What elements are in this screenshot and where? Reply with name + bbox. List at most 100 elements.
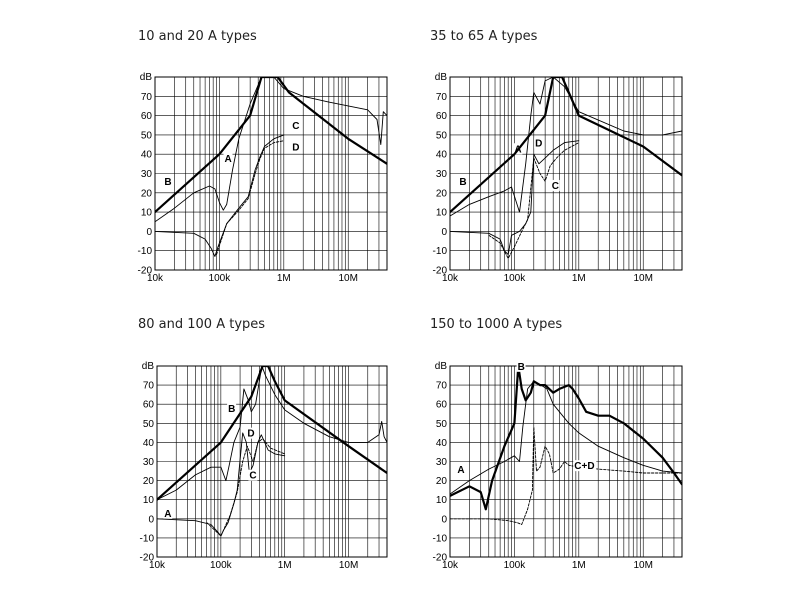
y-tick-label: 70 (141, 92, 153, 103)
y-tick-label: -20 (140, 553, 155, 564)
y-tick-label: -10 (138, 246, 153, 257)
y-tick-label: 0 (148, 514, 154, 525)
y-tick-label: 40 (436, 150, 448, 161)
y-axis-unit: dB (435, 72, 448, 83)
series-line-b (157, 366, 387, 501)
y-tick-label: 30 (436, 169, 448, 180)
y-tick-label: 20 (436, 188, 448, 199)
x-tick-label: 100k (504, 560, 527, 571)
series-line-b (450, 77, 682, 214)
y-tick-label: 60 (436, 400, 448, 411)
x-tick-label: 10M (338, 273, 357, 284)
series-label-bg (516, 360, 526, 372)
series-label: D (292, 142, 299, 153)
series-line-c (157, 432, 286, 537)
x-tick-label: 10k (147, 273, 164, 284)
x-tick-label: 10M (633, 560, 652, 571)
y-tick-label: 0 (441, 514, 447, 525)
chart-title: 80 and 100 A types (138, 317, 265, 332)
series-label: C (552, 181, 559, 192)
y-tick-label: -20 (433, 553, 448, 564)
y-tick-label: 60 (143, 400, 155, 411)
series-label-bg (246, 427, 256, 439)
series-label: B (164, 177, 171, 188)
series-line-d (206, 438, 286, 537)
y-tick-label: 10 (141, 208, 153, 219)
series-label-bg (456, 463, 466, 475)
series-line-b (450, 366, 682, 511)
y-tick-label: 0 (441, 227, 447, 238)
series-label: A (164, 509, 171, 520)
plot-frame (449, 365, 683, 558)
series-line-d (488, 142, 580, 259)
y-tick-label: 20 (436, 476, 448, 487)
series-line-c (155, 134, 285, 257)
y-tick-label: 30 (143, 457, 155, 468)
y-tick-label: -10 (433, 533, 448, 544)
series-label: C (292, 121, 299, 132)
series-line-a (450, 380, 682, 495)
series-label-bg (550, 179, 560, 191)
series-label-bg (163, 507, 173, 519)
x-tick-label: 1M (572, 560, 586, 571)
y-tick-label: 20 (141, 188, 153, 199)
chart-title: 35 to 65 A types (430, 29, 538, 44)
series-label-bg (227, 402, 237, 414)
x-tick-label: 10k (442, 560, 459, 571)
y-tick-label: -10 (140, 533, 155, 544)
x-tick-label: 1M (278, 560, 292, 571)
series-label: C (249, 471, 256, 482)
series-label-bg (223, 152, 233, 164)
y-tick-label: 10 (143, 495, 155, 506)
y-tick-label: 40 (141, 150, 153, 161)
y-axis-unit: dB (435, 361, 448, 372)
y-tick-label: 70 (143, 381, 155, 392)
x-tick-label: 10k (149, 560, 166, 571)
chart-panel-1: 10 and 20 A types dB 70 60 50 40 30 20 10 0 -10 -20… (138, 29, 388, 284)
x-tick-label: 10k (442, 273, 459, 284)
series-line-a (157, 366, 387, 501)
y-tick-label: 50 (141, 130, 153, 141)
series-label: B (459, 177, 466, 188)
series-line-a (155, 77, 387, 223)
series-label: C+D (574, 461, 594, 472)
series-label: A (225, 154, 232, 165)
y-tick-label: 20 (143, 476, 155, 487)
series-label: D (535, 138, 542, 149)
y-tick-label: 50 (143, 419, 155, 430)
y-tick-label: 30 (141, 169, 153, 180)
series-line-b (155, 77, 387, 214)
y-tick-label: 60 (141, 111, 153, 122)
y-tick-label: 10 (436, 495, 448, 506)
series-label-bg (573, 460, 597, 472)
series-label: B (228, 404, 235, 415)
y-tick-label: 40 (436, 438, 448, 449)
chart-panel-3: 80 and 100 A types dB 70 60 50 40 30 20 10 0 -10 -2… (138, 317, 388, 571)
series-label: D (247, 429, 254, 440)
y-tick-label: 50 (436, 419, 448, 430)
series-label-bg (248, 469, 258, 481)
x-tick-label: 10M (633, 273, 652, 284)
x-tick-label: 100k (209, 273, 232, 284)
y-tick-label: -20 (138, 266, 153, 277)
series-line-d (216, 140, 285, 256)
y-axis-unit: dB (140, 72, 153, 83)
chart-title: 150 to 1000 A types (430, 317, 562, 332)
plot-frame (449, 76, 683, 271)
x-tick-label: 100k (504, 273, 527, 284)
y-tick-label: 70 (436, 92, 448, 103)
y-tick-label: 0 (146, 227, 152, 238)
series-label-bg (534, 137, 544, 149)
series-label: B (518, 362, 525, 373)
chart-panel-4: 150 to 1000 A types dB 70 60 50 40 30 20 10 0 -10 -… (430, 317, 683, 571)
plot-frame (156, 365, 388, 558)
x-tick-label: 100k (210, 560, 233, 571)
series-label-bg (163, 176, 173, 188)
y-tick-label: 60 (436, 111, 448, 122)
chart-title: 10 and 20 A types (138, 29, 257, 44)
chart-panel-2: 35 to 65 A typesdB706050403020100-10-201… (430, 29, 683, 284)
series-line-a (450, 77, 682, 217)
y-axis-unit: dB (142, 361, 155, 372)
y-tick-label: 70 (436, 381, 448, 392)
